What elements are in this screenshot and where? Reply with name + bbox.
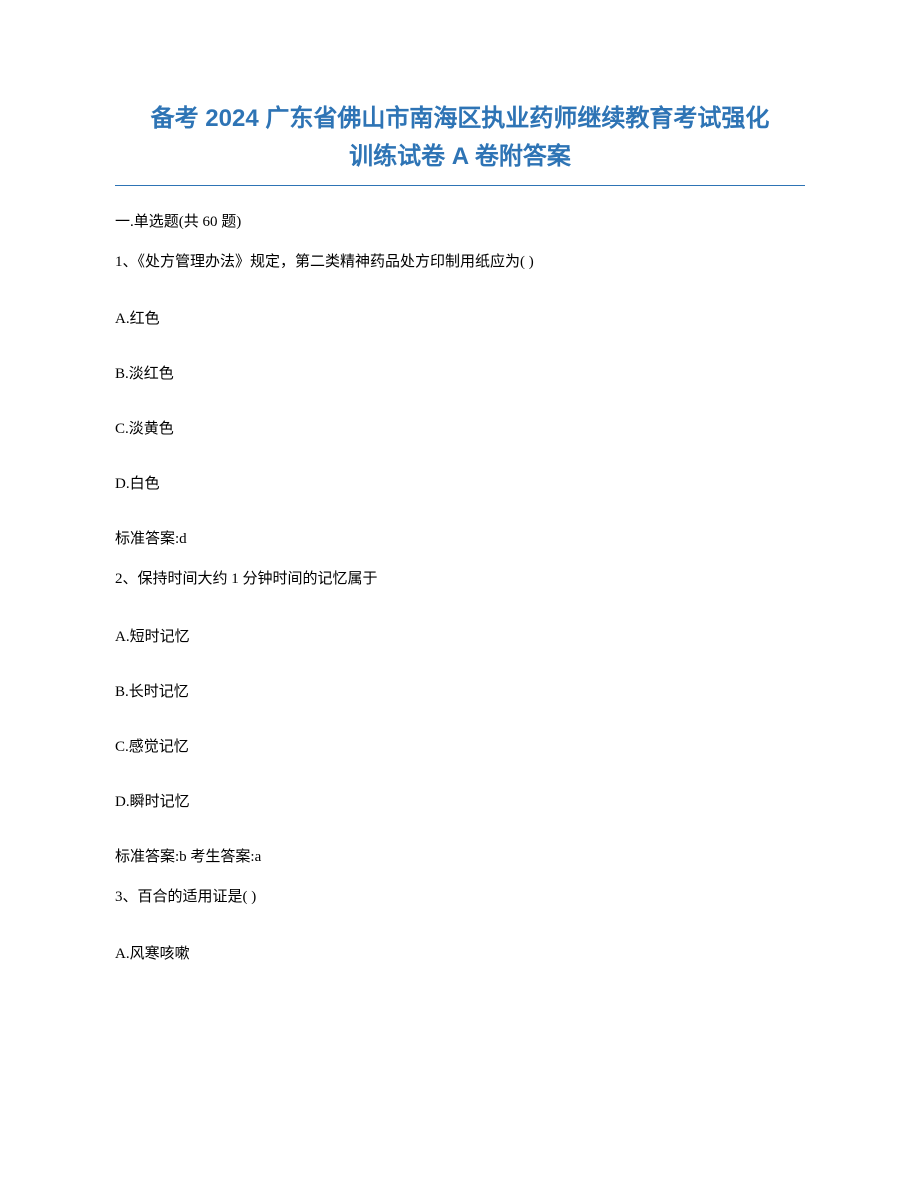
question-option: C.淡黄色 [115, 417, 805, 438]
question-option: D.瞬时记忆 [115, 790, 805, 811]
question-block-2: 2、保持时间大约 1 分钟时间的记忆属于 A.短时记忆 B.长时记忆 C.感觉记… [115, 568, 805, 866]
answer-text: 标准答案:d [115, 527, 805, 548]
answer-text: 标准答案:b 考生答案:a [115, 845, 805, 866]
question-option: A.短时记忆 [115, 625, 805, 646]
question-option: A.风寒咳嗽 [115, 942, 805, 963]
section-header: 一.单选题(共 60 题) [115, 210, 805, 231]
question-option: A.红色 [115, 307, 805, 328]
question-block-3: 3、百合的适用证是( ) A.风寒咳嗽 [115, 886, 805, 964]
question-option: B.淡红色 [115, 362, 805, 383]
question-stem: 1、《处方管理办法》规定，第二类精神药品处方印制用纸应为( ) [115, 251, 805, 274]
document-title: 备考 2024 广东省佛山市南海区执业药师继续教育考试强化 训练试卷 A 卷附答… [115, 100, 805, 177]
question-block-1: 1、《处方管理办法》规定，第二类精神药品处方印制用纸应为( ) A.红色 B.淡… [115, 251, 805, 549]
question-option: B.长时记忆 [115, 680, 805, 701]
title-line-1: 备考 2024 广东省佛山市南海区执业药师继续教育考试强化 [115, 100, 805, 138]
question-stem: 3、百合的适用证是( ) [115, 886, 805, 909]
title-line-2: 训练试卷 A 卷附答案 [115, 138, 805, 176]
question-option: C.感觉记忆 [115, 735, 805, 756]
question-option: D.白色 [115, 472, 805, 493]
title-divider [115, 185, 805, 186]
question-stem: 2、保持时间大约 1 分钟时间的记忆属于 [115, 568, 805, 591]
